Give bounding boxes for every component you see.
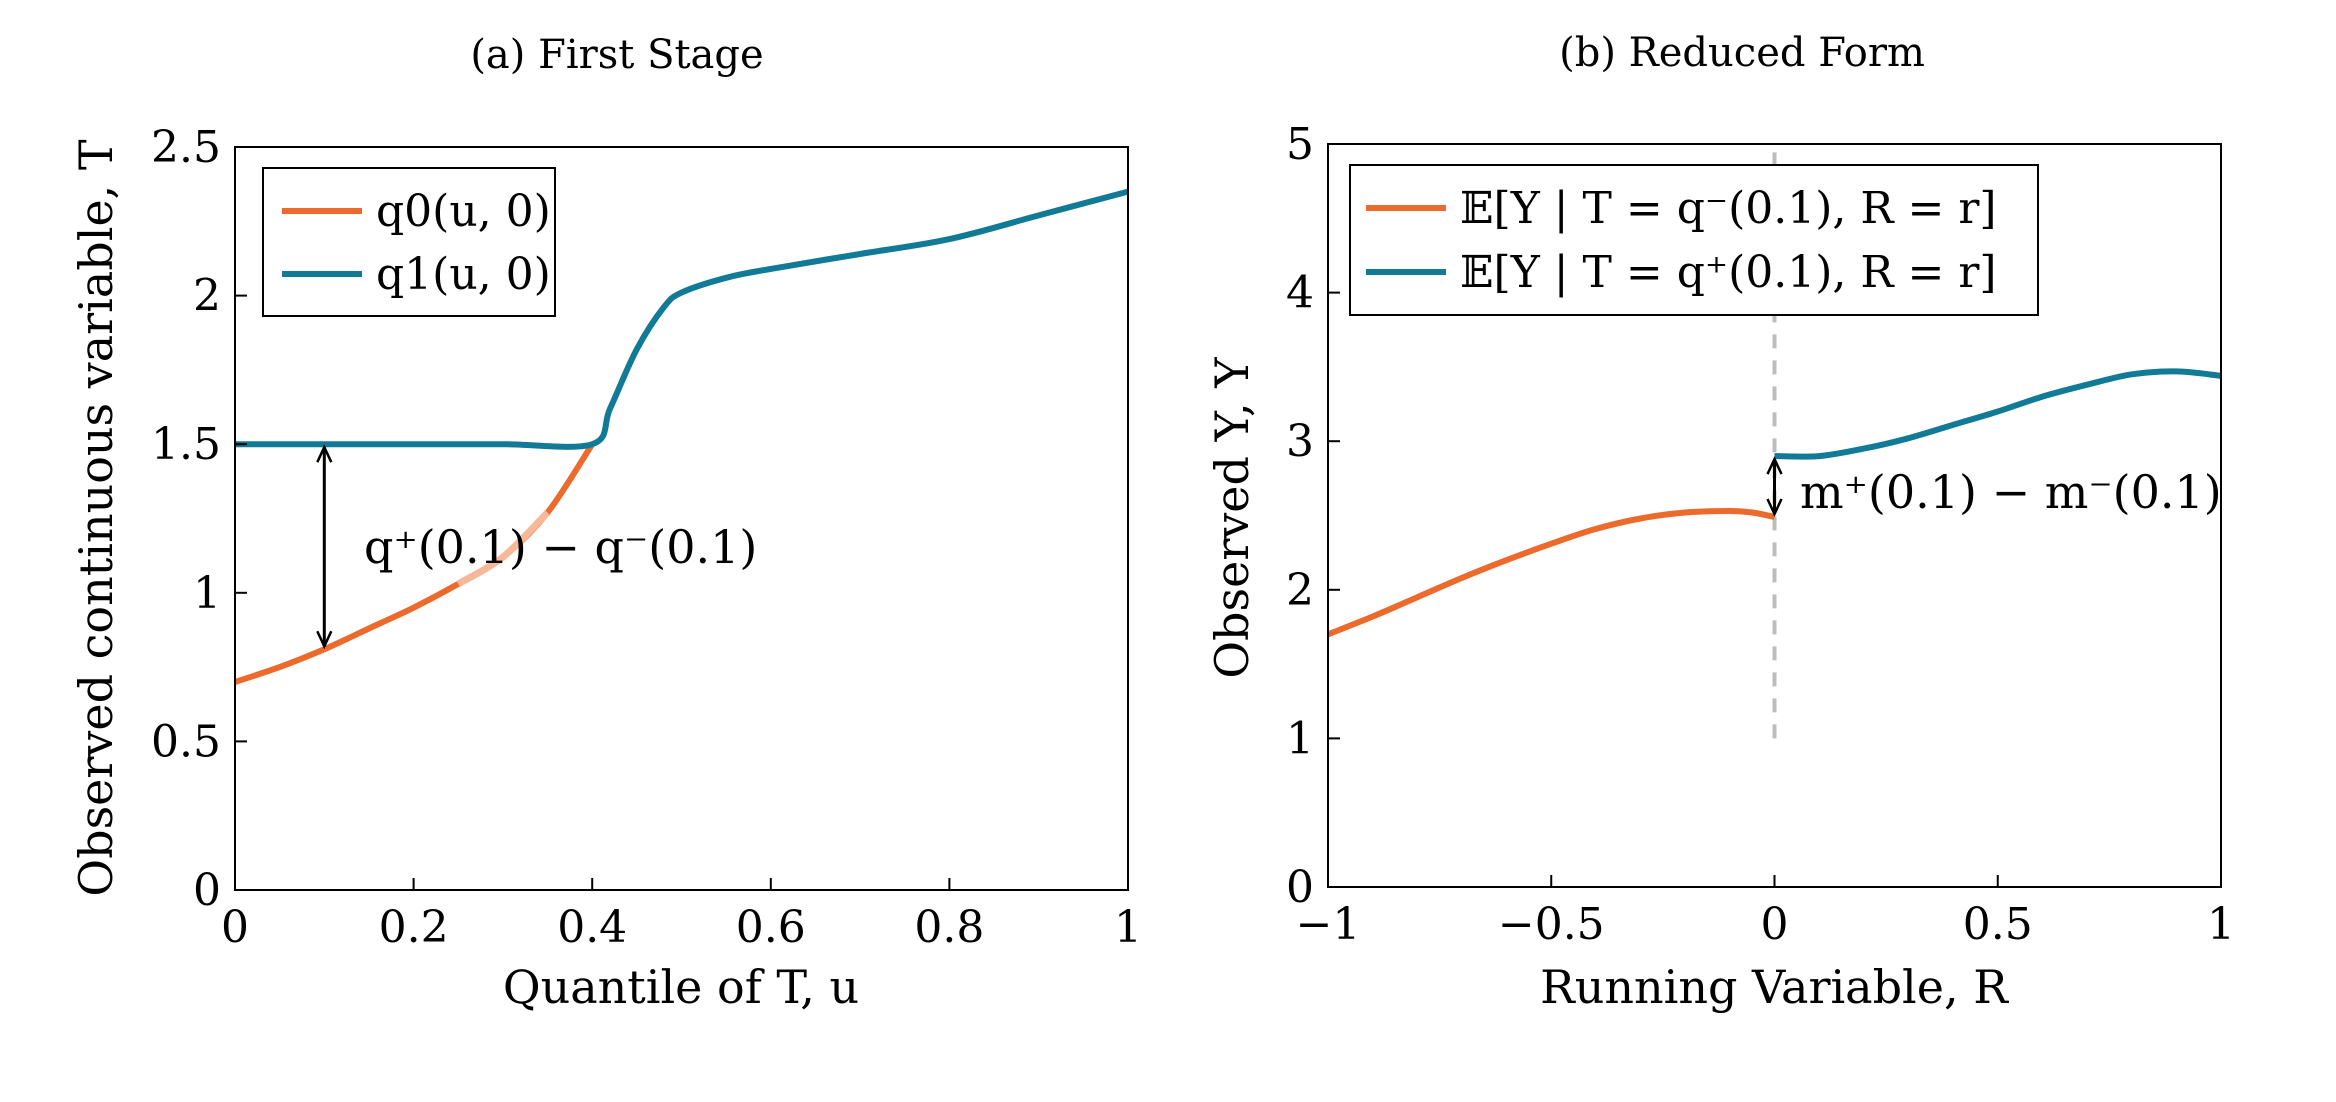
y-tick-label: 0.5 (151, 716, 221, 767)
axis-ticks: −1 −0.5 0 0.5 1 0 1 2 3 4 5 (1286, 119, 2235, 950)
y-tick-label: 0 (193, 865, 221, 916)
x-tick-label: −1 (1296, 899, 1361, 950)
y-tick-label: 5 (1286, 119, 1314, 170)
x-tick-label: 0.8 (914, 902, 984, 953)
series-faded-segment (456, 510, 550, 587)
y-tick-label: 3 (1286, 416, 1314, 467)
gap-annotation: q⁺(0.1) − q⁻(0.1) (364, 520, 757, 574)
chart-title: (b) Reduced Form (1559, 30, 1925, 76)
x-axis-label: Quantile of T, u (503, 960, 859, 1014)
x-tick-label: −0.5 (1498, 899, 1605, 950)
y-tick-label: 2 (1286, 565, 1314, 616)
series-line-0 (1326, 508, 1776, 638)
y-tick-label: 2 (193, 271, 221, 322)
y-tick-label: 1 (193, 568, 221, 619)
legend: 𝔼[Y | T = q⁻(0.1), R = r] 𝔼[Y | T = q⁺(0… (1349, 164, 2039, 316)
x-tick-label: 0 (221, 902, 249, 953)
legend-label-q0: q0(u, 0) (376, 186, 551, 237)
x-tick-label: 0 (1761, 899, 1789, 950)
series-line-1 (1774, 368, 2222, 460)
x-axis-label: Running Variable, R (1540, 960, 2009, 1014)
y-axis-label: Observed Y, Y (1205, 357, 1259, 679)
x-tick-label: 1 (2207, 899, 2235, 950)
y-tick-label: 1 (1286, 713, 1314, 764)
y-tick-label: 4 (1286, 268, 1314, 319)
legend-label-q1: q1(u, 0) (376, 249, 551, 300)
x-tick-label: 0.2 (379, 902, 449, 953)
y-axis-label: Observed continuous variable, T (69, 139, 123, 896)
x-tick-label: 1 (1114, 902, 1142, 953)
panel-reduced-form: (b) Reduced Form −1 −0.5 0 0.5 1 0 1 2 3 4 5 Runni… (1205, 30, 2235, 1014)
legend-box (262, 167, 556, 317)
series-line-1 (235, 188, 1129, 450)
axis-ticks: 0 0.2 0.4 0.6 0.8 1 0 0.5 1 1.5 2 2.5 (151, 122, 1142, 953)
legend: q0(u, 0) q1(u, 0) (262, 167, 556, 317)
legend-box (1349, 164, 2039, 316)
legend-label-plus: 𝔼[Y | T = q⁺(0.1), R = r] (1460, 247, 1997, 298)
x-tick-label: 0.4 (557, 902, 627, 953)
plot-area (234, 188, 1129, 685)
chart-title: (a) First Stage (470, 32, 763, 78)
x-tick-label: 0.6 (736, 902, 806, 953)
plot-frame (234, 146, 1129, 891)
panel-first-stage: (a) First Stage 0 0.2 0.4 0.6 0.8 1 0 0.5 1 1.5 2 2… (69, 32, 1142, 1014)
legend-label-minus: 𝔼[Y | T = q⁻(0.1), R = r] (1460, 183, 1997, 234)
y-tick-label: 0 (1286, 862, 1314, 913)
y-tick-label: 2.5 (151, 122, 221, 173)
y-tick-label: 1.5 (151, 419, 221, 470)
x-tick-label: 0.5 (1963, 899, 2033, 950)
gap-annotation: m⁺(0.1) − m⁻(0.1) (1800, 465, 2222, 519)
